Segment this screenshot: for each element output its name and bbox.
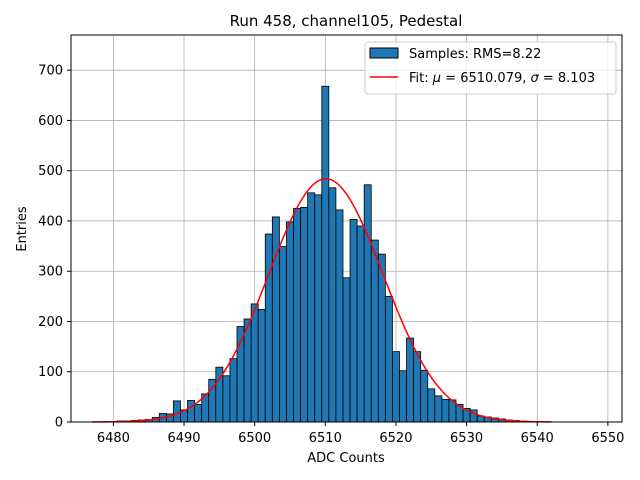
histogram-bar [307,192,316,423]
histogram-bar [335,209,344,423]
y-tick-label: 700 [38,64,63,79]
histogram-bar [370,239,379,423]
x-tick-label: 6550 [591,431,624,446]
histogram-bar [293,207,301,423]
histogram-bar [328,187,337,423]
histogram-bar [264,233,273,423]
histogram-bar [434,395,443,423]
histogram-bar [384,295,393,423]
y-tick-label: 200 [38,315,63,330]
x-tick-label: 6530 [450,431,483,446]
histogram-bar [406,337,415,423]
y-tick-label: 400 [38,214,63,229]
histogram-bar [349,219,358,423]
x-tick-label: 6500 [238,431,271,446]
legend-mu-value: = 6510.079, [441,71,530,86]
legend-fit-label: Fit: μ = 6510.079, σ = 8.103 [409,71,595,86]
fit-curve [92,177,552,423]
grid [71,35,622,423]
histogram-bar [222,375,231,423]
histogram-bar [250,303,259,423]
y-tick-label: 600 [38,114,63,129]
histogram-bar [363,184,372,423]
y-tick-label: 500 [38,164,63,179]
histogram-bar [413,351,422,423]
histogram-bar [399,370,407,423]
x-tick-label: 6480 [97,431,130,446]
histogram-bar [257,309,266,423]
histogram-bar [187,399,196,423]
legend-samples-swatch [369,47,399,59]
plot-frame [70,34,623,423]
x-axis-ticks: 6480 6490 6500 6510 6520 6530 6540 6550 [97,422,624,446]
legend-sigma-value: = 8.103 [539,71,595,86]
histogram-bar [427,388,436,423]
chart-title: Run 458, channel105, Pedestal [230,12,463,30]
histogram-bar [314,194,323,423]
x-tick-label: 6510 [309,431,342,446]
y-tick-label: 0 [55,416,63,431]
legend-box [364,41,617,95]
histogram-bar [243,318,252,423]
histogram-bar [356,225,365,423]
histogram-bar [441,398,450,423]
histogram-bar [420,369,429,423]
histogram-bar [321,85,330,423]
legend-fit-prefix: Fit: [409,71,433,86]
y-axis-label: Entries [15,206,30,252]
y-tick-label: 100 [38,365,63,380]
histogram-bar [278,246,287,423]
y-tick-label: 300 [38,265,63,280]
x-axis-label: ADC Counts [307,451,385,466]
x-tick-label: 6540 [521,431,554,446]
histogram-bar [286,221,294,423]
histogram-bar [300,206,309,423]
histogram-bar [173,400,181,423]
legend-sigma-symbol: σ [531,71,540,86]
histogram-bar [229,358,238,423]
y-axis-ticks: 0 100 200 300 400 500 600 700 [38,64,71,431]
legend-samples-label: Samples: RMS=8.22 [409,47,541,62]
x-tick-label: 6520 [379,431,412,446]
histogram-bar [194,404,203,423]
x-tick-label: 6490 [167,431,200,446]
histogram-bar [392,351,400,423]
histogram-bar [342,277,351,423]
legend-mu-symbol: μ [432,71,441,86]
legend: Samples: RMS=8.22 Fit: μ = 6510.079, σ =… [364,41,617,95]
